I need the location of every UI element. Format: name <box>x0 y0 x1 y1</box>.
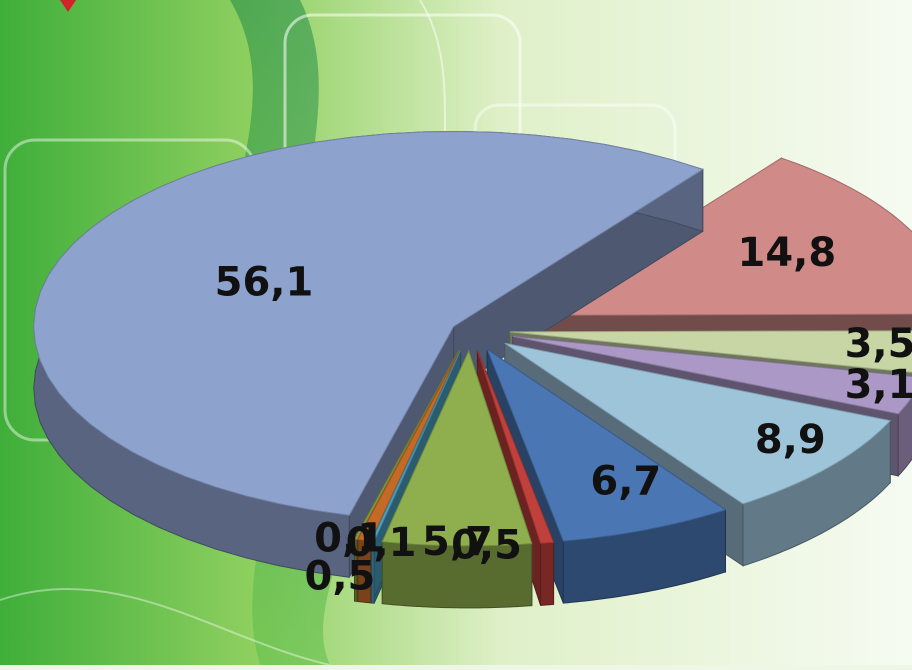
pie-slice-label: 0,1 <box>314 516 385 562</box>
pie-slice-top <box>512 335 912 415</box>
pie-slice-label: 14,8 <box>737 230 836 276</box>
pie-slice-label: 0,1 <box>346 520 417 566</box>
pie-slice-label: 0,5 <box>451 523 522 569</box>
pie-slice-label: 5,7 <box>422 519 493 565</box>
pie-slice-top <box>33 130 704 516</box>
pie-slice-label: 0,5 <box>305 554 376 600</box>
pie-slice-rim <box>540 541 555 606</box>
pie-slice-label: 8,9 <box>755 417 826 463</box>
pie-slice-label: 3,5 <box>845 321 912 367</box>
pie-slice-rim <box>897 396 912 478</box>
pie-slice-top <box>357 350 461 542</box>
pie-slice-label: 56,1 <box>215 260 314 306</box>
pie-slice <box>381 349 533 609</box>
pie-slice-top <box>381 349 533 547</box>
pie-slice-top <box>504 342 892 505</box>
pie-slice-top <box>370 350 462 542</box>
pie-slice-top <box>509 330 912 373</box>
pie-slice-top <box>476 350 555 544</box>
pie-slice-label: 3,1 <box>845 362 912 408</box>
pie-slice <box>486 347 727 604</box>
pie-slice-top <box>486 347 727 542</box>
pie-slice-label: 6,7 <box>590 458 661 504</box>
pie-slice-top <box>353 350 460 540</box>
